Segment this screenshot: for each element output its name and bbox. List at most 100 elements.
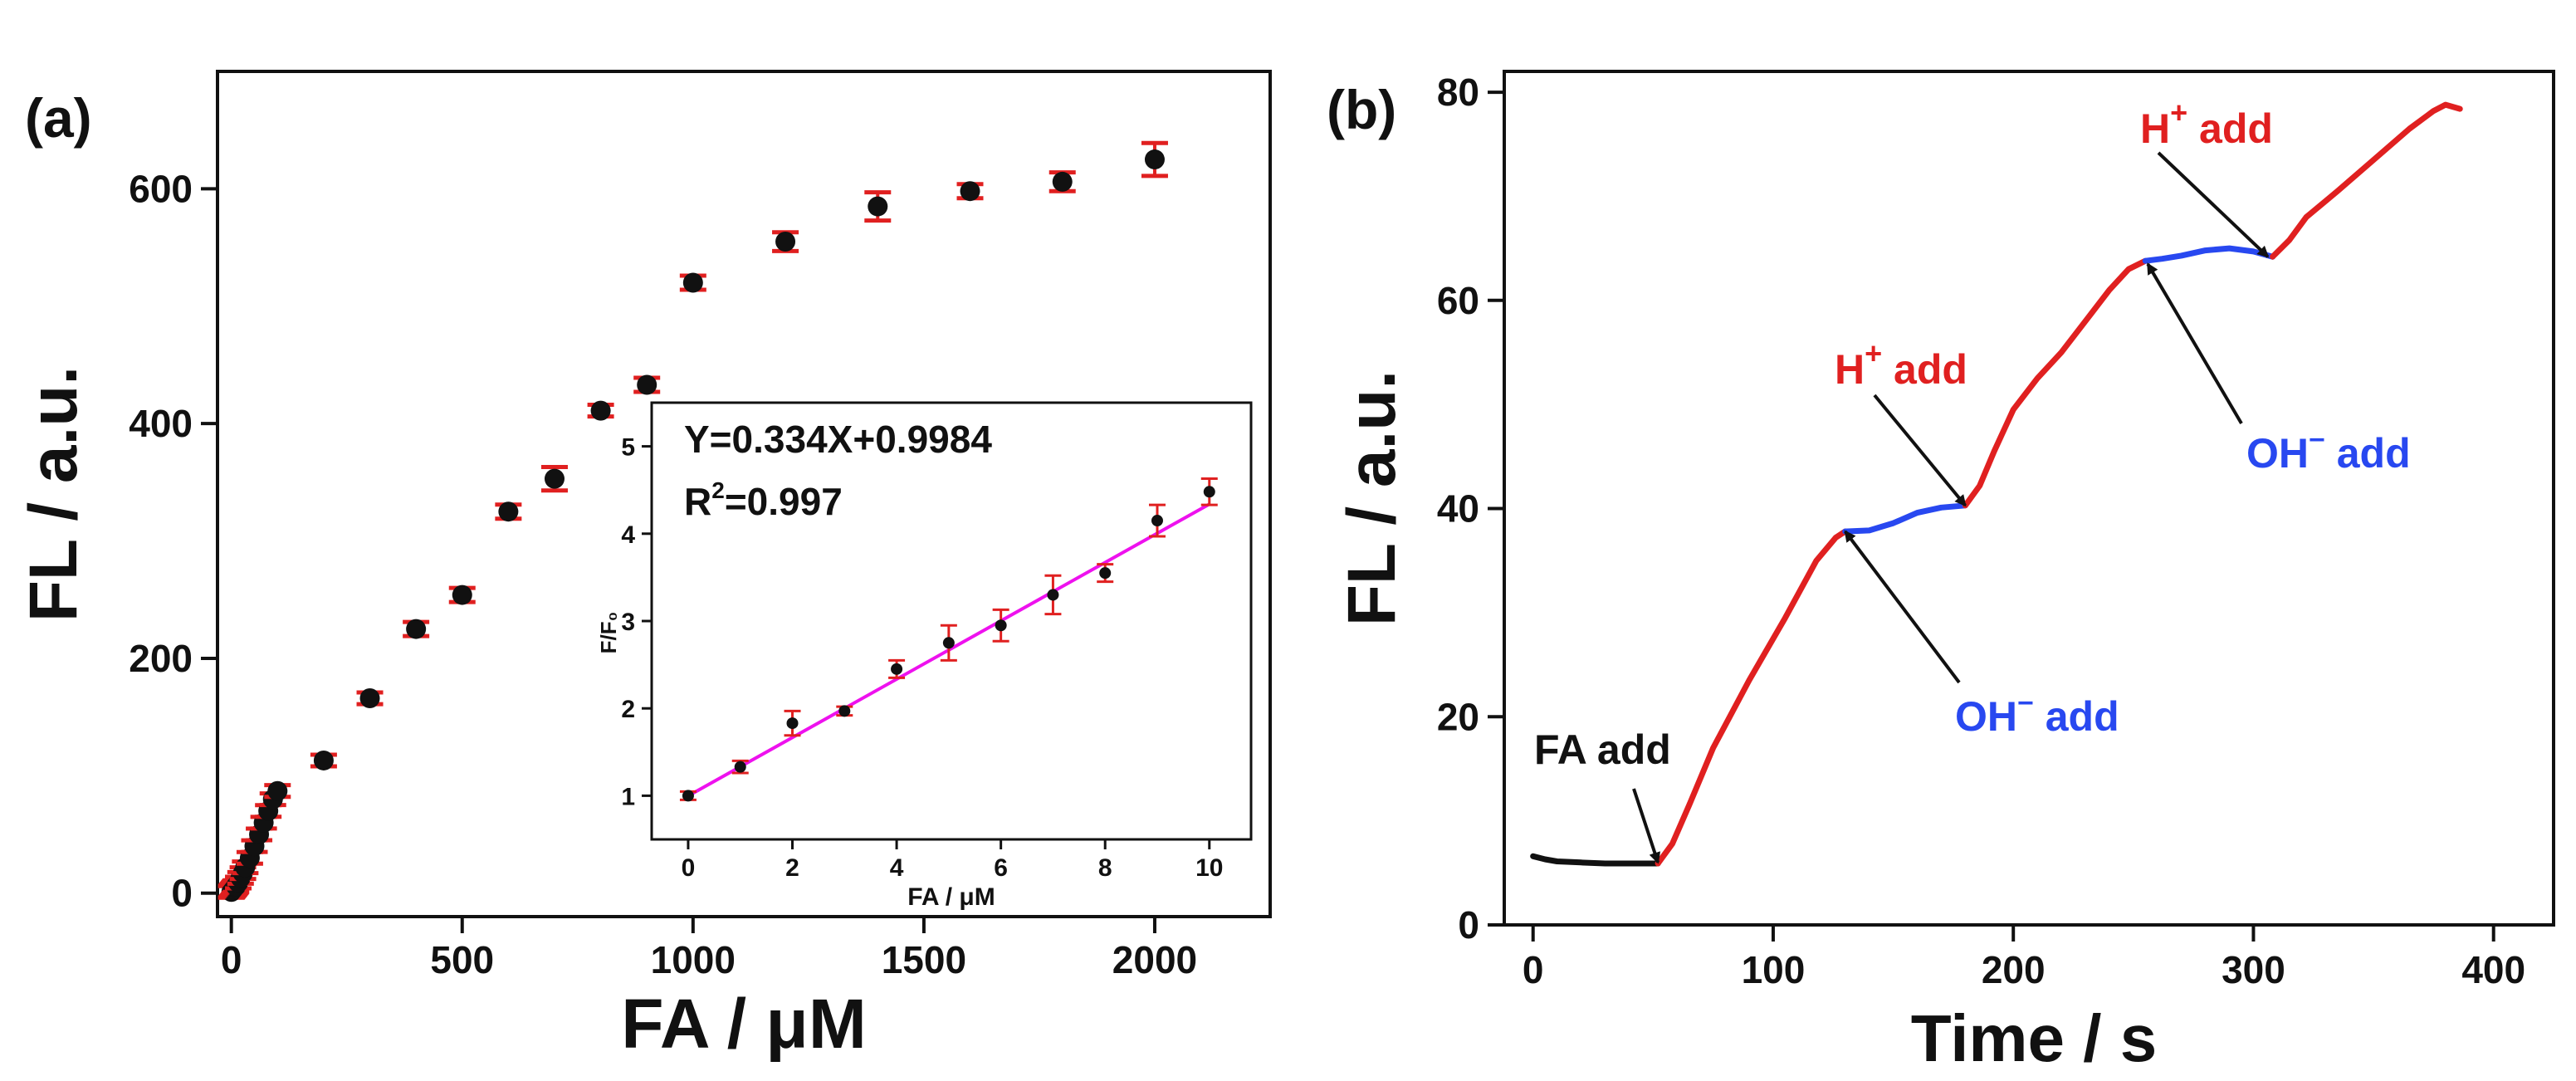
- annotation-oh-add-1: OH− add: [1955, 687, 2119, 740]
- inset-data-point: [836, 705, 853, 717]
- inset-r-squared: R2=0.997: [684, 477, 843, 523]
- marker: [637, 374, 657, 395]
- inset-data-point: [679, 790, 697, 802]
- data-point: [956, 181, 984, 202]
- marker: [452, 585, 472, 605]
- panel-a-x-axis-title: FA / μM: [621, 985, 867, 1063]
- panel-b-annotations: FA add OH− add H+ add OH− add H+ add: [1534, 95, 2411, 864]
- marker: [406, 619, 427, 639]
- inset-y-tick-label: 1: [621, 783, 635, 810]
- inset-marker: [1151, 515, 1163, 527]
- inset-marker: [734, 761, 746, 773]
- panel-a-label: (a): [25, 87, 92, 149]
- panel-b-axes: 0 100 200 300 400 0 20 40 60 80: [1437, 71, 2525, 991]
- inset-x-axis-title: FA / μM: [907, 883, 995, 911]
- panel-a-axes: 0 500 1000 1500 2000 0 200 400 600: [129, 167, 1197, 981]
- inset-y-tick-label: 4: [621, 521, 635, 549]
- inset-data-point: [1044, 574, 1062, 616]
- data-point: [633, 374, 661, 395]
- arrow-fa-add: [1632, 788, 1661, 864]
- series-line-fa-response: [1655, 528, 1849, 867]
- inset-plot-frame: [650, 401, 1253, 841]
- x-tick-label: 2000: [1112, 938, 1197, 981]
- inset-x-tick-label: 0: [682, 854, 696, 882]
- inset-x-tick-label: 6: [994, 854, 1008, 882]
- annotation-h-add-2: H+ add: [2140, 95, 2273, 152]
- panel-b-y-axis-title: FL / a.u.: [1334, 370, 1410, 626]
- panel-b-x-axis-title: Time / s: [1911, 1001, 2157, 1075]
- x-tick-label: 100: [1742, 948, 1806, 991]
- data-point: [495, 501, 522, 522]
- inset-x-tick-label: 8: [1098, 854, 1112, 882]
- series-line-oh-plateau-1: [1842, 502, 1968, 535]
- inset-marker: [786, 717, 799, 730]
- inset-y-tick-label: 3: [621, 609, 635, 636]
- inset-x-tick-label: 2: [785, 854, 799, 882]
- x-tick-label: 0: [221, 938, 242, 981]
- data-point: [1048, 170, 1076, 193]
- inset-y-tick-label: 2: [621, 696, 635, 723]
- inset-y-tick-label: 5: [621, 434, 635, 462]
- x-tick-label: 400: [2461, 948, 2525, 991]
- annotation-fa-add: FA add: [1534, 726, 1671, 773]
- inset-data-point: [940, 624, 957, 662]
- y-tick-label: 20: [1437, 695, 1479, 738]
- series-line-baseline: [1530, 853, 1661, 867]
- arrow-h-add-2: [2157, 151, 2270, 258]
- data-point: [310, 750, 337, 770]
- x-tick-label: 1500: [882, 938, 966, 981]
- inset-marker: [682, 790, 694, 802]
- inset-data-point: [1200, 477, 1218, 506]
- panel-a-y-axis-title: FL / a.u.: [16, 366, 91, 622]
- data-point: [403, 619, 430, 639]
- inset-data-point: [992, 608, 1009, 643]
- x-tick-label: 500: [430, 938, 494, 981]
- marker: [1052, 171, 1073, 192]
- inset-data-point: [888, 658, 906, 679]
- x-tick-label: 1000: [651, 938, 736, 981]
- y-tick-label: 80: [1437, 71, 1479, 114]
- data-point: [772, 230, 799, 253]
- panel-b-label: (b): [1327, 79, 1396, 140]
- data-point: [864, 190, 892, 223]
- y-tick-label: 40: [1437, 487, 1479, 531]
- inset-marker: [1047, 589, 1059, 601]
- panel-b-plot-frame: [1503, 70, 2555, 927]
- data-point: [448, 585, 476, 605]
- arrow-oh-add-1: [1844, 530, 1961, 684]
- inset-marker: [1099, 567, 1112, 580]
- panel-b-chart: (b) 0 100 200 300 400 0 20 40 60 80 FL / a.u. Tim…: [1327, 70, 2555, 1075]
- inset-equation: Y=0.334X+0.9984: [684, 418, 992, 461]
- inset-data-points: [679, 477, 1218, 802]
- marker: [775, 232, 796, 252]
- inset-marker: [942, 637, 955, 649]
- panel-a-chart: (a) 0 500 1000 1500 2000 0 200 400 600 FL / a.u.…: [16, 70, 1272, 1063]
- inset-x-tick-label: 4: [890, 854, 904, 882]
- inset-data-point: [731, 759, 749, 775]
- y-tick-label: 0: [1458, 903, 1479, 946]
- marker: [960, 181, 980, 202]
- inset-x-tick-label: 10: [1195, 854, 1223, 882]
- x-tick-label: 200: [1982, 948, 2046, 991]
- panel-a-plot-frame: [216, 70, 1272, 918]
- data-point: [264, 780, 291, 801]
- annotation-h-add-1: H+ add: [1835, 336, 1967, 393]
- arrow-h-add-1: [1873, 394, 1967, 507]
- series-line-h-response-1: [1962, 257, 2148, 509]
- panel-b-series: [1530, 101, 2463, 867]
- y-tick-label: 200: [129, 637, 193, 680]
- marker: [682, 272, 703, 293]
- y-tick-label: 600: [129, 167, 193, 210]
- inset-data-point: [1097, 563, 1114, 584]
- y-tick-label: 60: [1437, 279, 1479, 322]
- series-line-h-response-2: [2270, 101, 2463, 260]
- marker: [359, 688, 380, 709]
- inset-marker: [995, 619, 1007, 632]
- data-point: [540, 464, 568, 493]
- x-tick-label: 300: [2222, 948, 2285, 991]
- marker: [544, 468, 565, 489]
- panel-a-data-points: [218, 140, 1168, 902]
